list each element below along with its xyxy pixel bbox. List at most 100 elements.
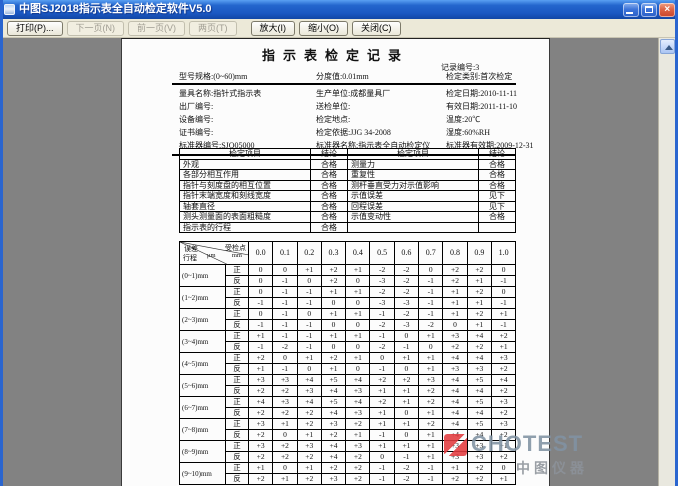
item-cell: 指针与刻度盘的相互位置 [179,179,311,191]
error-value-cell: +3 [296,385,322,397]
conclusion-cell: 合格 [310,158,348,170]
data-row: 反 0 -1 0 +2 0 -3 -2 -1 +2 +1 -1 [180,275,517,287]
error-value-cell: +1 [345,330,371,342]
error-value-cell: +5 [466,396,492,408]
doc-info-main: 量具名称:指针式指示表 生产单位:成都量具厂 检定日期:2010-11-11 出厂编号… [172,83,534,156]
data-row: (4~5)mm 正 +2 0 +1 +2 +1 0 +1 +1 +4 +4 +3 [179,352,517,375]
error-value-cell: 0 [296,363,322,375]
error-value-cell: -2 [393,275,420,287]
error-value-cell: +4 [466,407,492,419]
error-value-cell: -1 [418,473,444,485]
error-value-cell: 0 [393,330,420,342]
error-value-cell: -1 [247,319,274,331]
info-field: 型号规格:(0~60)mm [179,72,248,81]
info-field: 检定类别:首次检定 [446,72,513,81]
doc-info-top: 型号规格:(0~60)mm 分度值:0.01mm 检定类别:首次检定 [172,70,516,83]
error-value-cell: -3 [393,319,420,331]
error-value-cell: -1 [393,341,420,353]
direction-reverse-label: 反 [225,363,249,375]
error-value-cell: +1 [296,264,322,276]
error-value-cell: +2 [247,473,274,485]
error-value-cell: 0 [247,264,274,276]
title-bar[interactable]: 中图SJ2018指示表全自动检定软件V5.0 [3,0,675,19]
data-row: 反 -1 -2 -1 0 0 -2 -1 0 +2 +2 +1 [180,341,517,353]
error-value-cell: +1 [442,297,468,309]
scroll-up-button[interactable] [660,39,675,54]
corner-label: 受检点 [225,244,246,252]
error-value-cell: +1 [490,473,517,485]
check-point-header: 0.3 [320,241,347,265]
error-value-cell: +2 [442,264,468,276]
data-row: (9~10)mm 正 +1 0 +1 +2 +2 -1 -2 -1 +1 +2 0 [179,462,517,485]
error-value-cell: +1 [320,286,347,298]
error-value-cell: 0 [490,286,517,298]
error-value-cell: -1 [247,297,274,309]
data-row: 反 +2 +2 +2 +4 +3 +1 0 +1 +4 +4 +2 [180,407,517,419]
conclusion-cell: 合格 [310,200,348,212]
data-row: (7~8)mm 正 +3 +1 +2 +3 +2 +1 +1 +2 +4 +5 +3 [179,418,517,441]
info-field: 标准器名称:指示表全自动检定仪 [316,141,431,150]
items-row: 指针末端宽度和刻线宽度 合格 示值误差 见下 [179,190,516,202]
table-corner-header: 误差 μm 受检点 mm 行程 [179,241,249,265]
error-value-cell: 0 [247,275,274,287]
error-value-cell: -1 [296,341,322,353]
check-point-header: 1.0 [490,241,517,265]
error-value-cell: +1 [369,385,395,397]
direction-reverse-label: 反 [225,451,249,463]
error-value-cell: +3 [490,352,517,364]
vertical-scrollbar[interactable] [658,38,675,486]
error-value-cell: -2 [393,473,420,485]
error-value-cell: +5 [320,396,347,408]
toolbar: 打印(P)... 下一页(N) 前一页(V) 两页(T) 放大(I) 缩小(O) 关闭(C) [3,19,675,38]
conclusion-cell: 见下 [478,200,516,212]
error-value-cell: 0 [272,462,298,474]
error-value-cell: +2 [320,275,347,287]
items-header-cell: 检定项目 [179,148,311,160]
direction-forward-label: 正 [225,440,249,452]
error-value-cell: -2 [393,286,420,298]
error-value-cell: +2 [272,451,298,463]
error-value-cell: +4 [320,407,347,419]
error-value-cell: +3 [418,374,444,386]
info-field: 温度:20℃ [446,115,481,124]
zoom-out-button[interactable]: 缩小(O) [299,20,348,36]
error-value-cell: +2 [272,407,298,419]
error-value-cell: +3 [320,418,347,430]
app-icon [4,4,15,15]
item-cell: 示值误差 [347,190,479,202]
zoom-in-button[interactable]: 放大(I) [250,20,295,36]
error-value-cell: -1 [369,462,395,474]
close-preview-button[interactable]: 关闭(C) [352,20,401,36]
error-value-cell: +1 [490,308,517,320]
corner-label: mm [231,252,242,259]
info-field: 检定依据:JJG 34-2008 [316,128,391,137]
direction-forward-label: 正 [225,352,249,364]
error-value-cell: +1 [393,385,420,397]
close-button[interactable] [659,2,675,17]
items-header-cell: 检定项目 [347,148,479,160]
direction-reverse-label: 反 [225,341,249,353]
conclusion-cell: 合格 [310,190,348,202]
error-value-cell: +2 [466,264,492,276]
error-value-cell: +1 [272,473,298,485]
window-controls [623,2,675,17]
close-icon [659,3,675,17]
error-value-cell: -2 [369,264,395,276]
record-number-label: 记录编号: [441,63,476,72]
error-value-cell: -1 [418,297,444,309]
error-value-cell: +1 [345,308,371,320]
check-point-header: 0.2 [296,241,322,265]
error-value-cell: +1 [320,363,347,375]
print-button[interactable]: 打印(P)... [7,20,63,36]
maximize-button[interactable] [641,2,657,17]
error-value-cell: +2 [418,418,444,430]
error-value-cell: +1 [320,330,347,342]
check-point-header: 0.8 [442,241,468,265]
error-value-cell: -1 [369,330,395,342]
error-value-cell: -2 [393,264,420,276]
error-value-cell: -2 [369,319,395,331]
minimize-button[interactable] [623,2,639,17]
error-value-cell: +3 [490,396,517,408]
error-value-cell: -1 [272,286,298,298]
